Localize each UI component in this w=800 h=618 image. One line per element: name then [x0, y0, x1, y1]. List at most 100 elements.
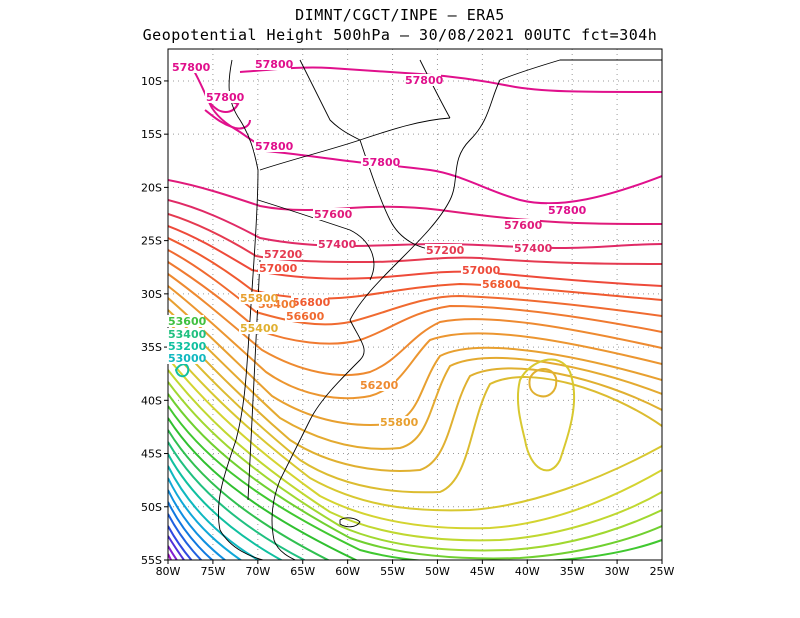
- x-tick-label: 80W: [156, 565, 181, 578]
- contour-label: 53200: [168, 340, 207, 353]
- contour-55400: [168, 321, 662, 472]
- falklands: [339, 517, 361, 528]
- contour-52600: [168, 489, 227, 560]
- contour-51800: [168, 535, 186, 560]
- contour-label: 57800: [255, 58, 294, 71]
- contour-57600: [168, 179, 662, 225]
- y-tick-label: 10S: [141, 75, 162, 88]
- contour-label-bg: [239, 292, 276, 304]
- map-title-line1: DIMNT/CGCT/INPE – ERA5: [295, 6, 505, 24]
- x-tick-label: 40W: [515, 565, 540, 578]
- x-axis-ticks: 80W 75W 70W 65W 60W 55W 50W 45W 40W 35W 30W 25W: [156, 560, 675, 578]
- contour-57800-andes: [189, 63, 263, 147]
- x-tick-label: 30W: [605, 565, 630, 578]
- contour-label: 53400: [168, 328, 207, 341]
- contour-label: 57200: [264, 248, 303, 261]
- contour-label-bg: [263, 248, 300, 260]
- contour-53200: [168, 453, 284, 560]
- contour-53000: [168, 465, 261, 560]
- y-tick-label: 15S: [141, 128, 162, 141]
- contour-53400: [168, 441, 307, 560]
- contour-label: 57800: [206, 91, 245, 104]
- contour-label: 57400: [514, 242, 553, 255]
- contour-label: 55400: [240, 322, 279, 335]
- contour-57800-top: [239, 66, 662, 93]
- contour-low-center: [516, 358, 576, 472]
- contour-label: 57800: [548, 204, 587, 217]
- contour-label-bg: [167, 328, 204, 340]
- contour-label: 56800: [482, 278, 521, 291]
- contour-label-bg: [503, 219, 540, 231]
- contour-label: 53000: [168, 352, 207, 365]
- contour-label-bg: [239, 322, 276, 334]
- contour-labels: 57800 57800 57800 57800 57800 57800 57800 57600…: [167, 58, 587, 429]
- contour-55000: [168, 345, 662, 512]
- contour-56200: [168, 273, 662, 377]
- contour-53800: [168, 417, 359, 560]
- contour-lines: [168, 63, 662, 560]
- contour-label-bg: [359, 379, 396, 391]
- contour-52800: [168, 477, 243, 560]
- contour-label-bg: [481, 278, 518, 290]
- contour-label: 57800: [362, 156, 401, 169]
- y-tick-label: 20S: [141, 181, 162, 194]
- x-tick-label: 75W: [200, 565, 225, 578]
- y-axis-ticks: 10S 15S 20S 25S 30S 35S 40S 45S 50S 55S: [141, 75, 168, 567]
- contour-57800-mid: [254, 149, 662, 205]
- y-tick-label: 45S: [141, 448, 162, 461]
- contour-label-bg: [167, 340, 204, 352]
- map-title-line2: Geopotential Height 500hPa – 30/08/2021 …: [142, 26, 658, 44]
- contour-57000: [168, 225, 662, 287]
- contour-label-bg: [425, 244, 462, 256]
- x-tick-label: 45W: [470, 565, 495, 578]
- contour-label-bg: [258, 262, 295, 274]
- contour-label: 57800: [255, 140, 294, 153]
- contour-label: 56600: [286, 310, 325, 323]
- contour-label: 57800: [172, 61, 211, 74]
- contour-57400: [168, 199, 662, 250]
- contour-label: 57400: [318, 238, 357, 251]
- contour-54000: [168, 405, 662, 560]
- x-tick-label: 25W: [650, 565, 675, 578]
- contour-label-bg: [167, 315, 204, 327]
- contour-53600: [168, 429, 331, 560]
- contour-label: 55800: [240, 292, 279, 305]
- contour-small-loop: [174, 363, 190, 378]
- border-5: [419, 59, 451, 119]
- contour-label: 55800: [380, 416, 419, 429]
- contour-52400: [168, 501, 214, 560]
- y-tick-label: 30S: [141, 288, 162, 301]
- contour-label: 57000: [259, 262, 298, 275]
- contour-label: 53600: [168, 315, 207, 328]
- contour-52200: [168, 513, 203, 560]
- contour-label: 57600: [314, 208, 353, 221]
- contour-56000: [168, 285, 662, 400]
- coastline: [217, 59, 662, 560]
- x-tick-label: 60W: [335, 565, 360, 578]
- contour-56400: [168, 261, 662, 345]
- contour-54600: [168, 369, 662, 542]
- y-tick-label: 35S: [141, 341, 162, 354]
- contour-label-bg: [317, 238, 354, 250]
- contour-label-bg: [285, 310, 322, 322]
- x-tick-label: 65W: [290, 565, 315, 578]
- contour-label-bg: [361, 156, 398, 168]
- contour-57800-andes2: [204, 109, 251, 130]
- x-tick-label: 35W: [560, 565, 585, 578]
- contour-label: 56800: [292, 296, 331, 309]
- border-2: [257, 199, 375, 281]
- y-tick-label: 25S: [141, 235, 162, 248]
- x-tick-label: 70W: [245, 565, 270, 578]
- coast-pacific: [217, 59, 265, 560]
- contour-56600: [168, 249, 662, 326]
- contour-54400: [168, 381, 662, 552]
- contour-label-bg: [461, 264, 498, 276]
- contour-label-bg: [404, 74, 441, 86]
- map-frame: [167, 48, 663, 561]
- contour-52000: [168, 525, 193, 560]
- contour-label: 57200: [426, 244, 465, 257]
- contour-54200: [168, 393, 662, 560]
- x-tick-label: 55W: [380, 565, 405, 578]
- contour-label: 57000: [462, 264, 501, 277]
